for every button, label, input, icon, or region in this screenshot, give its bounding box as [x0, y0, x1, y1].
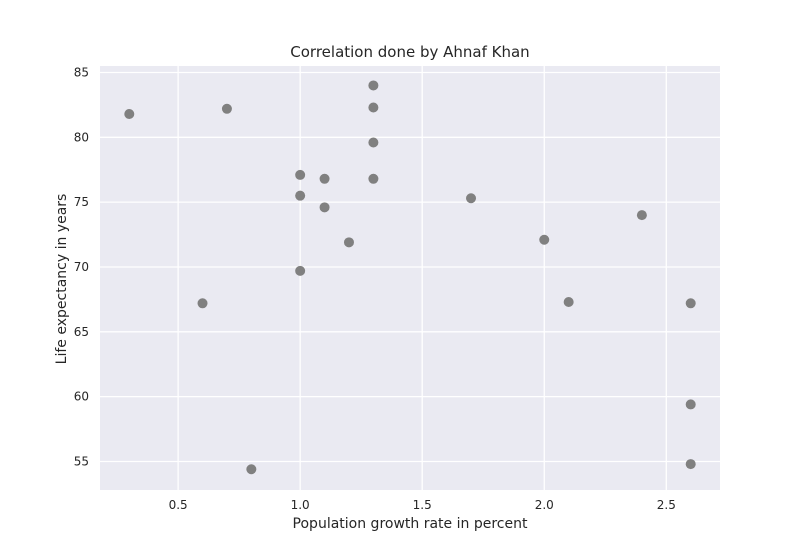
data-point	[343, 237, 354, 248]
x-tick-label: 0.5	[169, 498, 188, 512]
chart-title: Correlation done by Ahnaf Khan	[290, 43, 529, 61]
data-point	[124, 108, 135, 119]
data-point	[368, 102, 379, 113]
x-tick-label: 1.5	[413, 498, 432, 512]
x-tick-label: 2.0	[535, 498, 554, 512]
data-point	[685, 459, 696, 470]
grid-lines	[100, 66, 720, 490]
data-point	[368, 137, 379, 148]
tick-labels: 0.5 1.0 1.5 2.0 2.5 55 60 65 70 75 80 85	[74, 65, 676, 512]
data-point	[246, 464, 257, 475]
data-point	[295, 190, 306, 201]
y-tick-label: 65	[74, 325, 89, 339]
data-points	[124, 80, 696, 475]
data-point	[685, 298, 696, 309]
y-axis-label: Life expectancy in years	[54, 194, 70, 365]
data-point	[539, 234, 550, 245]
data-point	[319, 173, 330, 184]
data-point	[319, 202, 330, 213]
data-point	[563, 296, 574, 307]
data-point	[368, 80, 379, 91]
y-tick-label: 80	[74, 130, 89, 144]
y-tick-label: 70	[74, 260, 89, 274]
x-tick-label: 1.0	[291, 498, 310, 512]
y-tick-label: 75	[74, 195, 89, 209]
y-tick-label: 55	[74, 454, 89, 468]
x-tick-label: 2.5	[657, 498, 676, 512]
y-tick-label: 60	[74, 390, 89, 404]
data-point	[466, 193, 477, 204]
data-point	[295, 265, 306, 276]
data-point	[197, 298, 208, 309]
data-point	[368, 173, 379, 184]
plot-area	[100, 66, 720, 490]
x-axis-label: Population growth rate in percent	[293, 516, 528, 532]
data-point	[685, 399, 696, 410]
data-point	[295, 169, 306, 180]
y-tick-label: 85	[74, 65, 89, 79]
data-point	[221, 103, 232, 114]
data-point	[636, 210, 647, 221]
